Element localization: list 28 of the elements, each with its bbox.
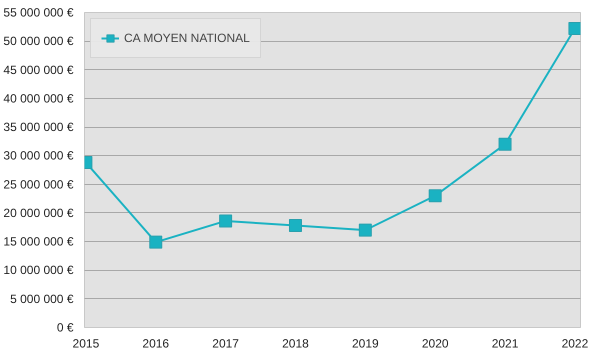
- x-tick-label: 2022: [562, 336, 589, 350]
- point: [288, 219, 302, 232]
- y-tick-label: 55 000 000 €: [3, 6, 74, 20]
- point: [498, 138, 512, 151]
- x-tick-label: 2019: [352, 336, 380, 350]
- y-tick-label: 45 000 000 €: [3, 62, 74, 77]
- y-tick-label: 25 000 000 €: [3, 177, 74, 192]
- y-tick-label: 40 000 000 €: [3, 91, 74, 106]
- x-tick-label: 2021: [492, 336, 519, 350]
- y-tick-label: 30 000 000 €: [3, 148, 74, 163]
- x-tick-label: 2018: [282, 336, 310, 350]
- point: [149, 236, 162, 249]
- y-tick-label: 10 000 000 €: [3, 263, 74, 278]
- legend-label: CA MOYEN NATIONAL: [124, 31, 250, 45]
- y-tick-label: 50 000 000 €: [3, 34, 74, 48]
- y-tick-label: 20 000 000 €: [3, 206, 74, 220]
- y-tick-label: 5 000 000 €: [10, 292, 74, 306]
- point: [219, 214, 232, 228]
- point: [428, 189, 442, 202]
- point: [568, 22, 580, 36]
- point: [358, 224, 372, 237]
- x-tick-label: 2016: [142, 336, 170, 350]
- x-tick-label: 2020: [422, 336, 449, 350]
- y-tick-label: 35 000 000 €: [3, 120, 74, 134]
- x-tick-label: 2017: [212, 336, 240, 350]
- x-tick-label: 2015: [72, 336, 100, 350]
- y-tick-label: 0 €: [56, 320, 74, 334]
- y-tick-label: 15 000 000 €: [3, 234, 74, 249]
